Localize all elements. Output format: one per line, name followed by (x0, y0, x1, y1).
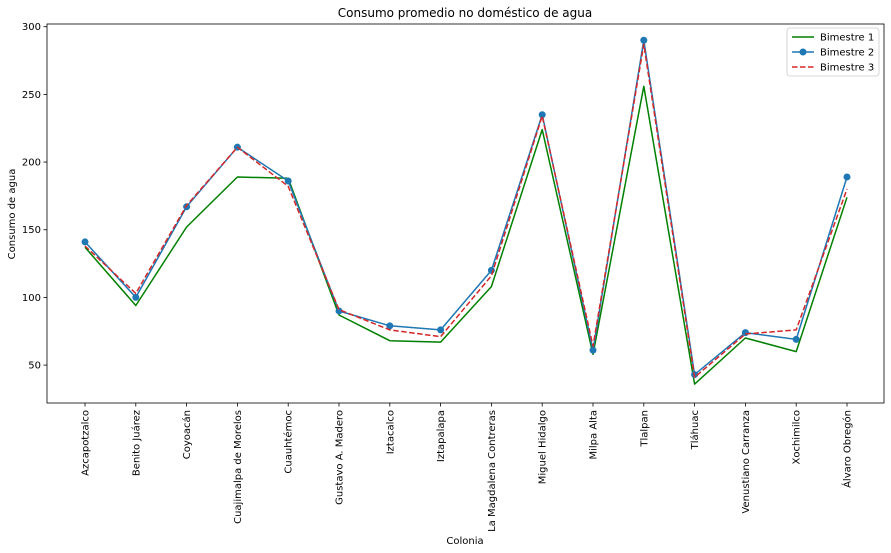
series-2-point (284, 177, 292, 185)
x-tick-label: Coyoacán (181, 410, 193, 459)
plot-frame (46, 23, 885, 404)
y-axis-label: Consumo de agua (7, 169, 18, 260)
series-2-point (792, 335, 800, 343)
legend-label-2: Bimestre 2 (820, 48, 874, 59)
series-2-point (741, 329, 749, 337)
x-tick-label: Azcapotzalco (81, 410, 92, 476)
plot-area (46, 23, 885, 404)
series-2-point (843, 173, 851, 181)
y-axis: 50 100 150 200 250 300 (22, 22, 47, 372)
y-tick-label: 50 (28, 361, 41, 372)
x-axis: Azcapotzalco Benito Juárez Coyoacán Cuajima… (81, 403, 854, 532)
y-tick-label: 100 (22, 293, 41, 304)
series-2-point (437, 326, 445, 334)
chart-title: Consumo promedio no doméstico de agua (338, 6, 592, 20)
legend-label-1: Bimestre 1 (820, 33, 874, 44)
series-2-point (538, 111, 546, 119)
series-2-point (335, 307, 343, 315)
x-tick-label: Benito Juárez (130, 410, 142, 476)
legend: Bimestre 1 Bimestre 2 Bimestre 3 (786, 27, 880, 77)
series-line-1 (84, 85, 848, 385)
x-tick-label: La Magdalena Contreras (487, 410, 498, 532)
series-2-point (81, 238, 89, 246)
legend-box (786, 27, 880, 77)
x-tick-label: Tlalpan (639, 410, 650, 448)
x-tick-label: Xochimilco (792, 410, 803, 465)
series-2-point (640, 36, 648, 44)
x-axis-label: Colonia (446, 536, 483, 547)
x-tick-label: Iztapalapa (436, 410, 447, 462)
series-2-point (132, 293, 140, 301)
x-tick-label: Cuajimalpa de Morelos (233, 410, 244, 524)
series-2-point (386, 322, 394, 330)
y-tick-label: 150 (22, 225, 41, 236)
legend-marker-2 (799, 48, 807, 56)
x-tick-label: Milpa Alta (589, 410, 600, 460)
x-tick-label: Gustavo A. Madero (335, 410, 346, 505)
y-tick-label: 200 (22, 158, 41, 169)
series-line-3 (84, 43, 848, 379)
legend-label-3: Bimestre 3 (820, 63, 874, 74)
x-tick-label: Álvaro Obregón (841, 410, 854, 488)
y-tick-label: 250 (22, 90, 41, 101)
x-tick-label: Cuauhtémoc (283, 410, 295, 474)
x-tick-label: Venustiano Carranza (741, 410, 752, 514)
y-tick-label: 300 (22, 22, 41, 33)
x-tick-label: Miguel Hidalgo (538, 410, 549, 484)
x-tick-label: Iztacalco (385, 410, 396, 454)
x-tick-label: Tláhuac (689, 410, 701, 450)
series-2-point (589, 346, 597, 354)
